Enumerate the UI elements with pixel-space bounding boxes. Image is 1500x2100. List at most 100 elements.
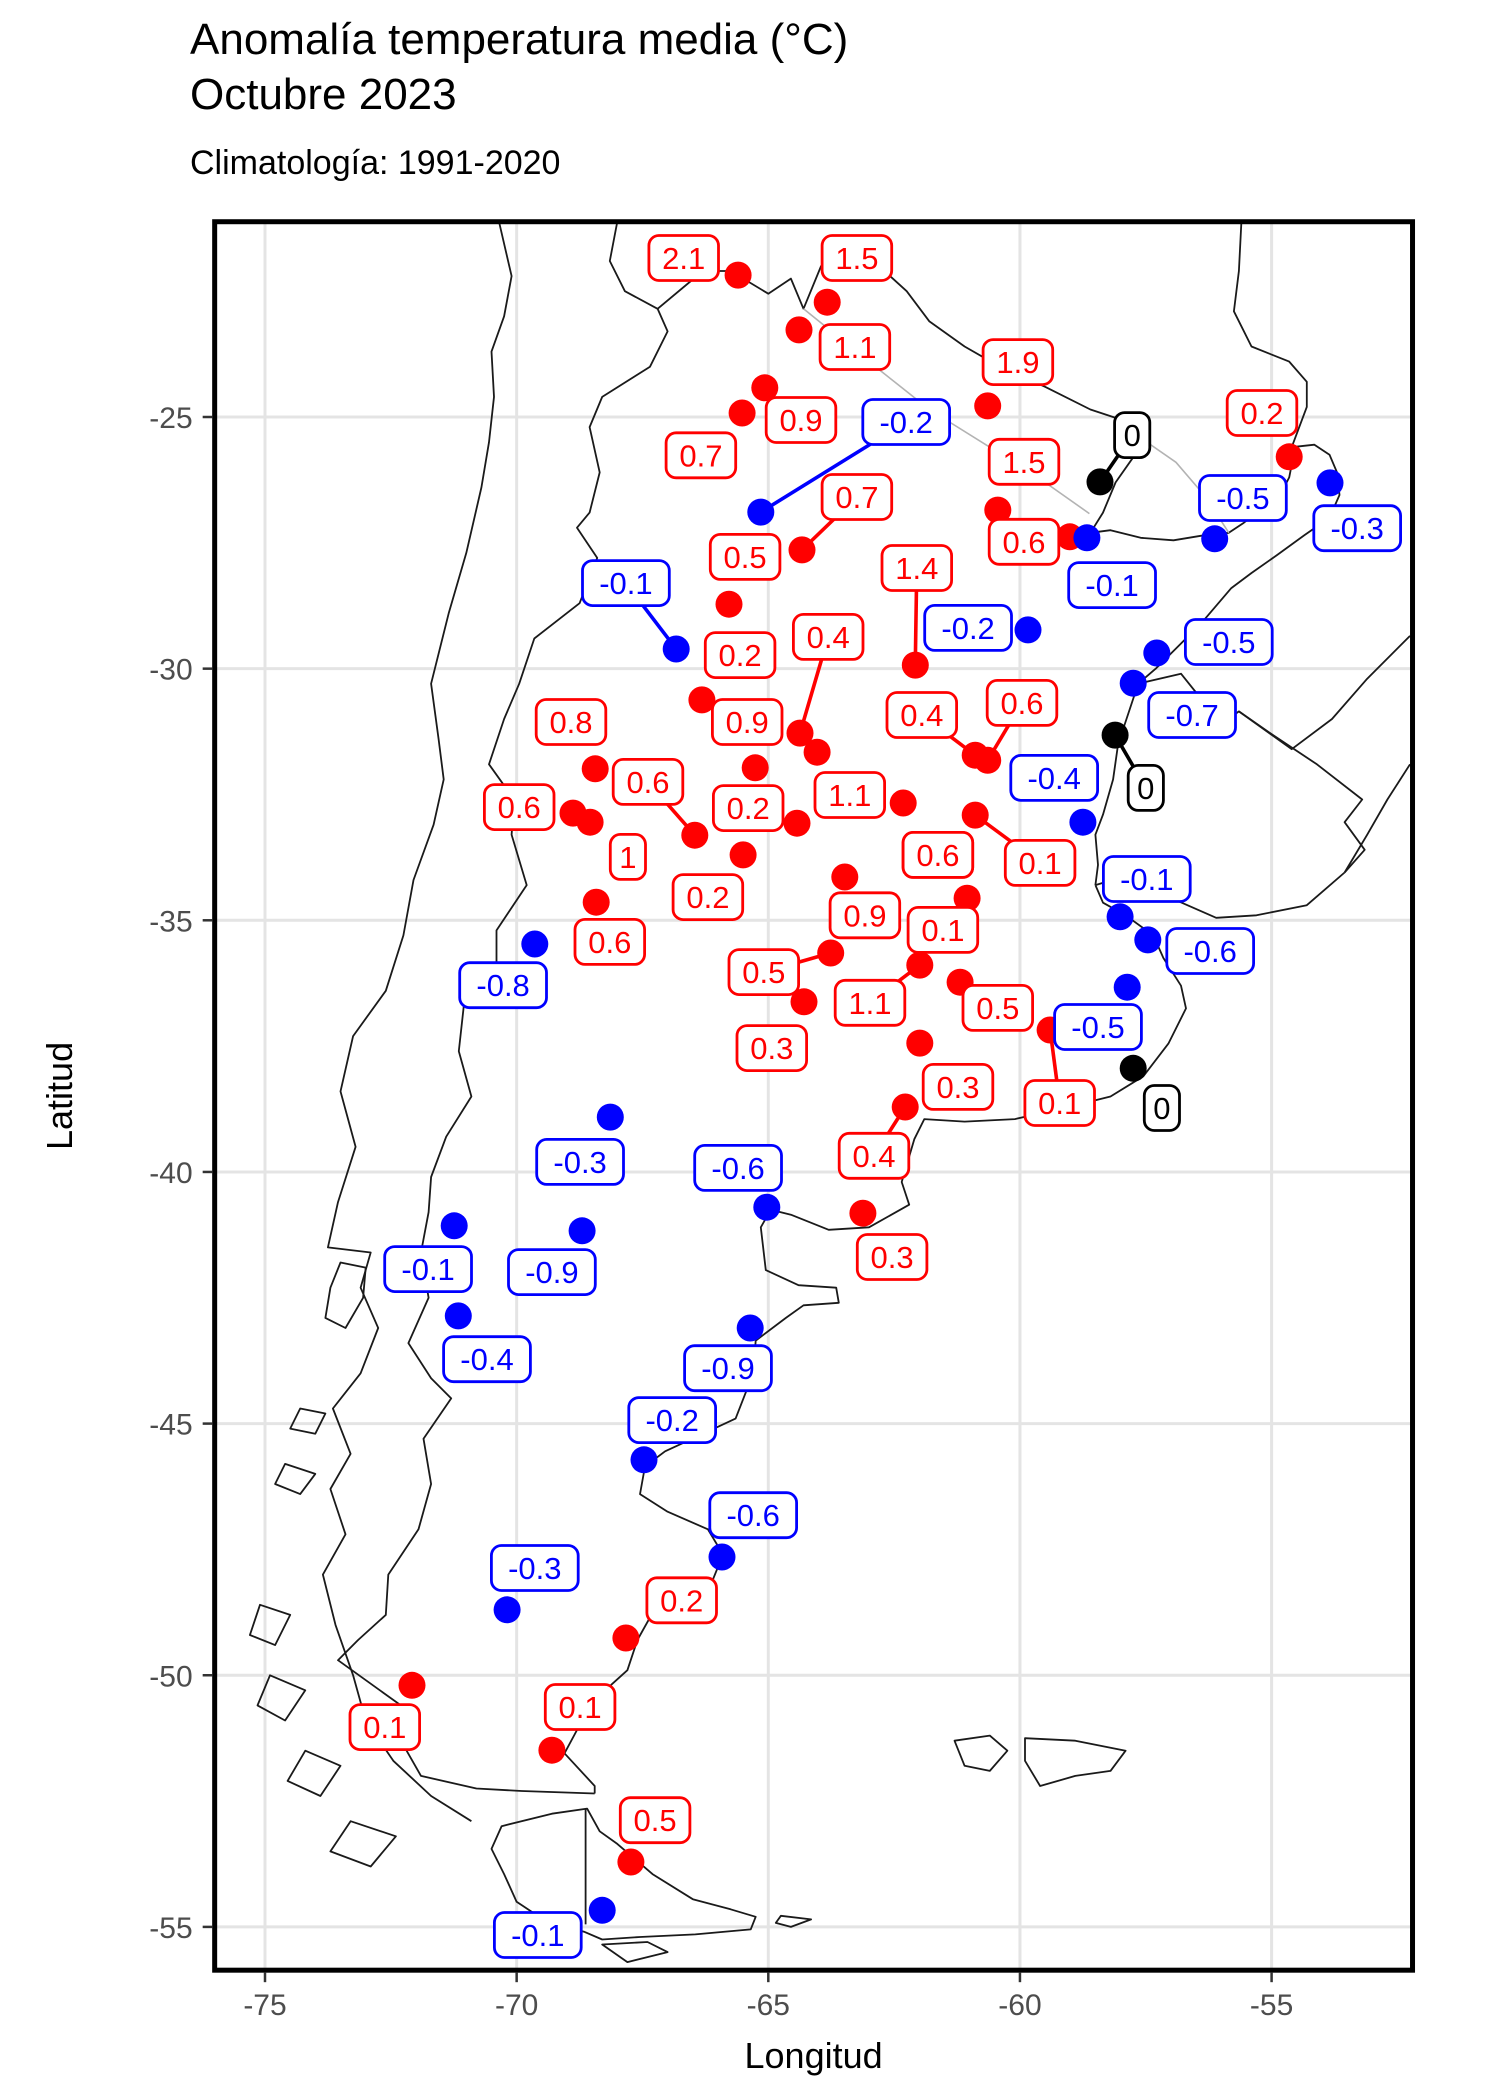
coastline-outline (1233, 221, 1308, 448)
station-label-value: -0.5 (1216, 481, 1269, 516)
x-tick-label: -70 (495, 1989, 538, 2022)
station-label-value: -0.1 (599, 566, 652, 601)
station-label-value: 0.1 (363, 1710, 406, 1745)
station-dot (1073, 524, 1101, 552)
station-dot (630, 1446, 658, 1474)
station-label-box (981, 338, 1055, 387)
station-label-value: -0.3 (508, 1551, 561, 1586)
station-dot (728, 399, 756, 427)
station-label-box (764, 396, 838, 444)
y-axis-title: Latitud (39, 1042, 80, 1150)
station-label-box (1312, 504, 1403, 553)
station-label-value: -0.3 (1330, 511, 1383, 546)
station-label-value: -0.2 (879, 405, 932, 440)
station-dot (1134, 926, 1162, 954)
station-label-box (818, 323, 892, 371)
station-label-box (703, 631, 777, 679)
station-label-value: 0.2 (1240, 396, 1283, 431)
y-tick-label: -45 (149, 1409, 192, 1442)
station-label-value: 1 (619, 840, 636, 875)
station-label-box (820, 234, 894, 282)
x-tick-label: -75 (243, 1989, 286, 2022)
station-label-value: 0.8 (549, 705, 592, 740)
station-label-value: -0.6 (726, 1498, 779, 1533)
station-label-box (985, 679, 1059, 727)
station-label-box (1113, 411, 1152, 460)
station-label-value: -0.2 (941, 611, 994, 646)
station-label-box (1126, 764, 1165, 812)
station-label-value: 1.4 (895, 551, 938, 586)
station-dot (612, 1624, 640, 1652)
coastline-outline (490, 1807, 757, 1941)
station-label-box (507, 1248, 597, 1296)
station-label-box (1067, 561, 1157, 609)
station-label-value: 0.2 (719, 638, 762, 673)
station-dot (786, 719, 814, 747)
station-label-value: 0.4 (852, 1139, 895, 1174)
station-dot (953, 884, 981, 912)
station-label-box (348, 1703, 421, 1751)
station-label-box (442, 1335, 532, 1384)
station-dot (1106, 903, 1134, 931)
station-dot (813, 288, 841, 316)
station-label-value: -0.9 (701, 1351, 754, 1386)
x-tick-label: -65 (747, 1989, 790, 2022)
station-label-box (855, 1233, 929, 1281)
station-dot (751, 374, 779, 402)
station-dot (785, 316, 813, 344)
station-label-value: 1.1 (833, 330, 876, 365)
y-tick-label: -35 (149, 905, 192, 938)
station-label-value: -0.6 (711, 1151, 764, 1186)
station-dot (1143, 639, 1171, 667)
station-dot (901, 651, 929, 679)
station-label-box (708, 1491, 798, 1540)
station-label-value: 0.5 (724, 540, 767, 575)
station-label-value: -0.4 (460, 1342, 513, 1377)
station-dot (831, 863, 859, 891)
station-label-value: -0.4 (1027, 761, 1080, 796)
station-label-box (608, 833, 647, 881)
station-label-value: 0.9 (726, 705, 769, 740)
station-label-value: 0.6 (588, 925, 631, 960)
station-label-box (1165, 927, 1256, 975)
station-label-value: 0.6 (626, 765, 669, 800)
station-label-value: 1.5 (1002, 445, 1045, 480)
station-dot (662, 635, 690, 663)
station-label-value: 0.1 (1019, 846, 1062, 881)
station-label-value: 0.3 (871, 1240, 914, 1275)
station-dot (440, 1212, 468, 1240)
coastline-outline (337, 308, 669, 1795)
station-label-value: 0.7 (835, 480, 878, 515)
station-label-box (1198, 474, 1288, 522)
station-label-box (833, 978, 907, 1027)
station-dot (741, 754, 769, 782)
y-tick-label: -55 (149, 1912, 192, 1945)
station-dot (596, 1103, 624, 1131)
station-dot (906, 951, 934, 979)
station-dot (444, 1302, 472, 1330)
station-label-value: -0.1 (511, 1918, 564, 1953)
station-label-value: 0.1 (559, 1690, 602, 1725)
station-dot (1069, 808, 1097, 836)
station-dot (849, 1199, 877, 1227)
station-label-box (627, 1396, 717, 1444)
station-label-value: -0.9 (525, 1255, 578, 1290)
station-label-value: 0.3 (750, 1031, 793, 1066)
coastline-outline (1343, 763, 1411, 873)
station-label-box (1053, 1003, 1143, 1051)
station-label-value: 1.5 (835, 241, 878, 276)
station-label-box (618, 1796, 692, 1845)
station-label-value: 0 (1137, 771, 1154, 806)
station-dot (753, 1193, 781, 1221)
station-label-value: 0 (1124, 418, 1141, 453)
station-label-value: 1.1 (848, 986, 891, 1021)
station-label-box (671, 873, 745, 921)
station-label-box (708, 533, 782, 581)
station-dot (715, 590, 743, 618)
station-label-value: 0.3 (936, 1070, 979, 1105)
chart-subtitle: Climatología: 1991-2020 (190, 144, 561, 182)
station-label-value: 0.5 (634, 1803, 677, 1838)
station-label-box (711, 698, 784, 746)
station-label-value: 0.9 (779, 403, 822, 438)
station-label-box (712, 784, 785, 832)
